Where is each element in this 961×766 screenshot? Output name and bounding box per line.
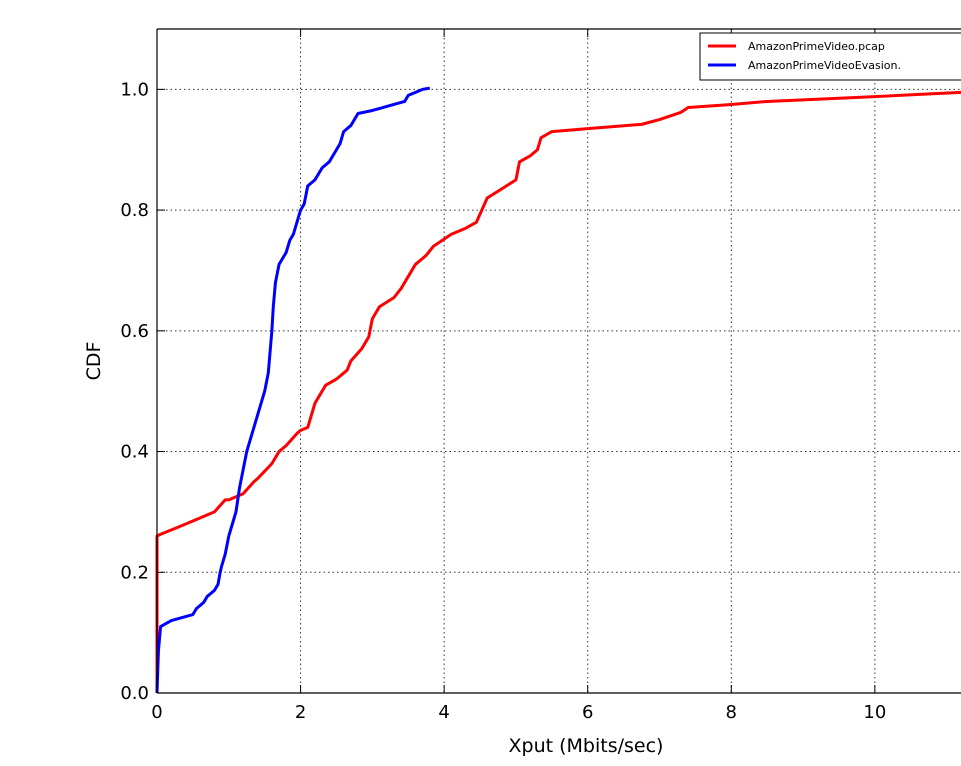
y-tick-label: 0.4 — [120, 442, 149, 463]
axes-layer: 0 2 4 6 8 10 0.0 0.2 0.4 0.6 0.8 1.0 — [120, 28, 961, 723]
series-line-0 — [155, 90, 961, 693]
y-tick-label: 0.0 — [120, 683, 149, 704]
y-tick-label: 0.2 — [120, 562, 149, 583]
series-line-1 — [155, 86, 431, 694]
grid-layer — [156, 29, 961, 694]
x-tick-label: 4 — [438, 702, 449, 723]
series-layer — [155, 86, 961, 694]
x-tick-label: 2 — [295, 702, 306, 723]
x-axis-label: Xput (Mbits/sec) — [509, 735, 664, 757]
legend-box — [699, 32, 961, 81]
y-tick-label: 1.0 — [120, 79, 149, 100]
x-tick-label: 6 — [582, 702, 593, 723]
legend-label-1: AmazonPrimeVideoEvasion. — [748, 59, 901, 72]
x-tick-label: 10 — [863, 702, 886, 723]
y-tick-label: 0.8 — [120, 200, 149, 221]
legend-label-0: AmazonPrimeVideo.pcap — [748, 40, 885, 53]
x-tick-label: 0 — [151, 702, 162, 723]
legend: AmazonPrimeVideo.pcap AmazonPrimeVideoEva… — [699, 32, 961, 81]
x-tick-label: 8 — [726, 702, 737, 723]
y-axis-label: CDF — [83, 342, 105, 381]
y-tick-label: 0.6 — [120, 321, 149, 342]
